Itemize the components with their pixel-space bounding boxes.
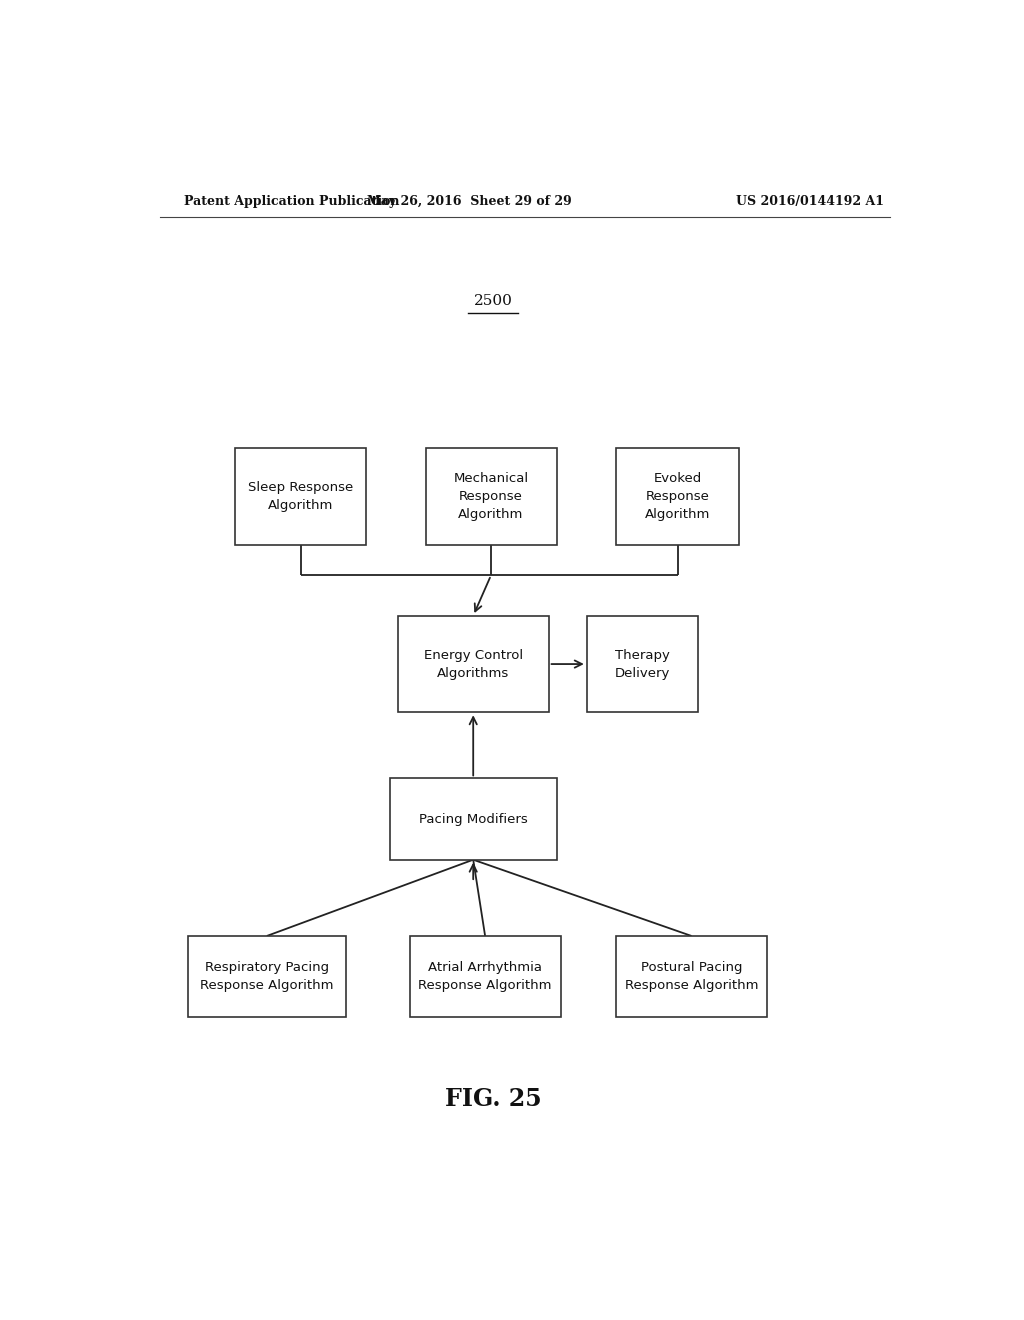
Text: Sleep Response
Algorithm: Sleep Response Algorithm xyxy=(248,480,353,512)
Text: Energy Control
Algorithms: Energy Control Algorithms xyxy=(424,648,523,680)
FancyBboxPatch shape xyxy=(397,615,549,713)
Text: Mechanical
Response
Algorithm: Mechanical Response Algorithm xyxy=(454,471,528,521)
Text: Patent Application Publication: Patent Application Publication xyxy=(183,194,399,207)
Text: 2500: 2500 xyxy=(474,293,512,308)
FancyBboxPatch shape xyxy=(236,447,367,545)
FancyBboxPatch shape xyxy=(616,447,739,545)
Text: US 2016/0144192 A1: US 2016/0144192 A1 xyxy=(736,194,885,207)
Text: May 26, 2016  Sheet 29 of 29: May 26, 2016 Sheet 29 of 29 xyxy=(367,194,571,207)
FancyBboxPatch shape xyxy=(390,779,557,859)
FancyBboxPatch shape xyxy=(426,447,557,545)
FancyBboxPatch shape xyxy=(410,936,560,1018)
Text: Evoked
Response
Algorithm: Evoked Response Algorithm xyxy=(645,471,711,521)
Text: Postural Pacing
Response Algorithm: Postural Pacing Response Algorithm xyxy=(625,961,758,993)
Text: Respiratory Pacing
Response Algorithm: Respiratory Pacing Response Algorithm xyxy=(200,961,334,993)
Text: Atrial Arrhythmia
Response Algorithm: Atrial Arrhythmia Response Algorithm xyxy=(419,961,552,993)
Text: Pacing Modifiers: Pacing Modifiers xyxy=(419,813,527,825)
Text: Therapy
Delivery: Therapy Delivery xyxy=(614,648,670,680)
FancyBboxPatch shape xyxy=(187,936,346,1018)
FancyBboxPatch shape xyxy=(616,936,767,1018)
Text: FIG. 25: FIG. 25 xyxy=(444,1086,542,1110)
FancyBboxPatch shape xyxy=(587,615,697,713)
